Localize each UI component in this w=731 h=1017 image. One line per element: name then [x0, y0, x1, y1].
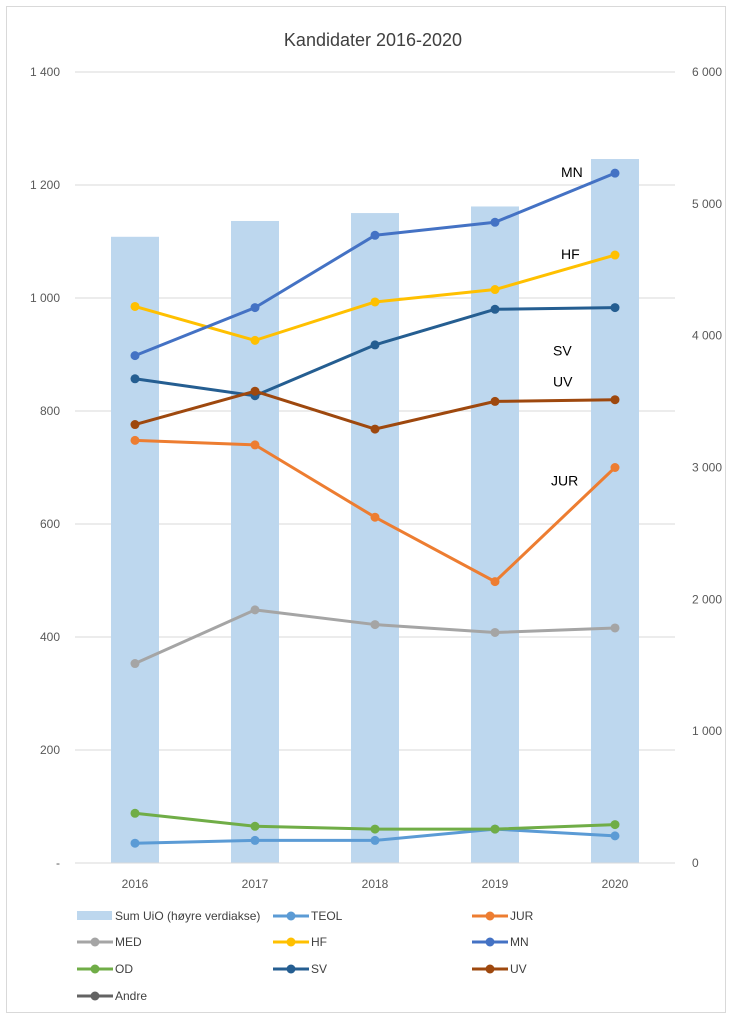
data-point-mn	[250, 303, 260, 313]
data-point-sv	[610, 303, 620, 313]
legend-marker	[485, 937, 495, 947]
data-point-od	[490, 824, 500, 834]
data-point-med	[370, 620, 380, 630]
y-right-tick-label: 4 000	[692, 329, 722, 343]
y-right-tick-label: 5 000	[692, 197, 722, 211]
y-right-tick-label: 1 000	[692, 724, 722, 738]
bar	[351, 213, 399, 864]
y-right-tick-label: 3 000	[692, 461, 722, 475]
legend-label: Sum UiO (høyre verdiakse)	[115, 909, 260, 923]
data-point-hf	[130, 301, 140, 311]
x-tick-label: 2019	[482, 877, 509, 891]
annotation-label: SV	[553, 343, 572, 359]
data-point-hf	[370, 297, 380, 307]
legend-marker	[90, 937, 100, 947]
legend-marker	[90, 964, 100, 974]
y-left-tick-label: 400	[40, 630, 60, 644]
data-point-mn	[370, 230, 380, 240]
y-left-tick-label: -	[56, 856, 60, 870]
bar	[111, 236, 159, 863]
y-left-tick-label: 800	[40, 404, 60, 418]
x-tick-label: 2020	[602, 877, 629, 891]
data-point-uv	[130, 420, 140, 430]
annotation-label: HF	[561, 246, 580, 262]
data-point-mn	[130, 351, 140, 361]
y-right-tick-label: 6 000	[692, 65, 722, 79]
data-point-hf	[610, 250, 620, 260]
y-left-tick-label: 1 000	[30, 291, 60, 305]
data-point-jur	[130, 435, 140, 445]
data-point-od	[370, 824, 380, 834]
legend-marker	[90, 991, 100, 1001]
legend-marker	[286, 937, 296, 947]
annotation-label: MN	[561, 164, 583, 180]
data-point-jur	[370, 512, 380, 522]
data-point-teol	[610, 831, 620, 841]
y-right-tick-label: 0	[692, 856, 699, 870]
legend-marker	[286, 964, 296, 974]
y-right-tick-label: 2 000	[692, 592, 722, 606]
data-point-med	[130, 659, 140, 669]
y-left-tick-label: 1 200	[30, 178, 60, 192]
data-point-jur	[250, 440, 260, 450]
bar	[231, 220, 279, 863]
data-point-od	[250, 821, 260, 831]
data-point-hf	[490, 285, 500, 295]
legend-swatch	[77, 911, 112, 920]
legend-marker	[286, 911, 296, 921]
y-left-tick-label: 200	[40, 743, 60, 757]
chart-title: Kandidater 2016-2020	[284, 30, 462, 50]
data-point-med	[490, 627, 500, 637]
data-point-jur	[490, 577, 500, 587]
data-point-uv	[250, 386, 260, 396]
data-point-od	[130, 808, 140, 818]
legend-marker	[485, 911, 495, 921]
data-point-sv	[130, 374, 140, 384]
legend-label: MED	[115, 935, 142, 949]
legend-label: HF	[311, 935, 327, 949]
legend-label: MN	[510, 935, 529, 949]
legend-label: SV	[311, 962, 327, 976]
data-point-med	[250, 605, 260, 615]
x-tick-label: 2016	[122, 877, 149, 891]
bar	[471, 206, 519, 864]
data-point-uv	[370, 424, 380, 434]
y-left-tick-label: 1 400	[30, 65, 60, 79]
y-left-tick-label: 600	[40, 517, 60, 531]
data-point-jur	[610, 463, 620, 472]
data-point-teol	[250, 835, 260, 845]
legend-label: TEOL	[311, 909, 343, 923]
legend-marker	[485, 964, 495, 974]
legend-label: OD	[115, 962, 133, 976]
data-point-uv	[490, 396, 500, 406]
data-point-sv	[370, 340, 380, 350]
x-tick-label: 2017	[242, 877, 269, 891]
x-tick-label: 2018	[362, 877, 389, 891]
annotation-label: JUR	[551, 473, 578, 489]
data-point-uv	[610, 395, 620, 405]
annotation-label: UV	[553, 374, 573, 390]
legend-label: UV	[510, 962, 527, 976]
bar	[591, 159, 639, 863]
legend-label: Andre	[115, 989, 147, 1003]
data-point-med	[610, 623, 620, 633]
data-point-sv	[490, 304, 500, 314]
data-point-od	[610, 820, 620, 830]
data-point-hf	[250, 335, 260, 345]
legend-label: JUR	[510, 909, 534, 923]
data-point-mn	[490, 217, 500, 227]
data-point-teol	[130, 838, 140, 848]
data-point-teol	[370, 835, 380, 845]
data-point-mn	[610, 168, 620, 178]
